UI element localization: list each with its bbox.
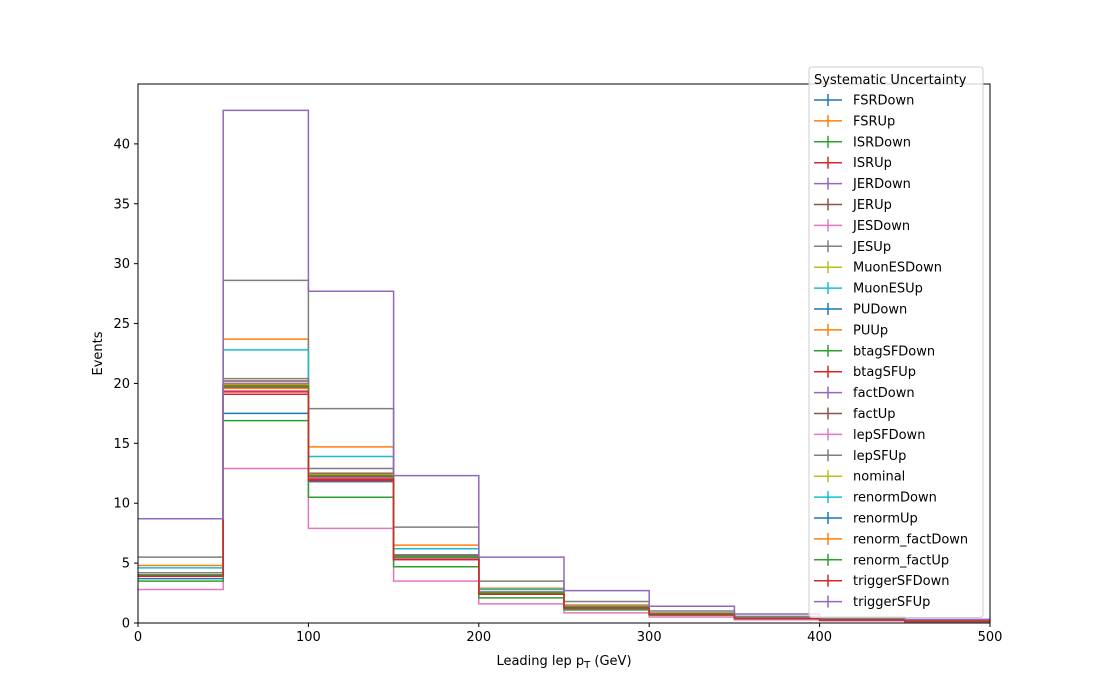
legend-label: MuonESDown	[853, 261, 942, 276]
legend-label: factDown	[853, 386, 915, 401]
x-tick-label: 300	[637, 630, 662, 645]
legend-label: lepSFUp	[853, 449, 906, 464]
legend-entry-triggerSFUp: triggerSFUp	[814, 595, 930, 610]
legend-label: triggerSFUp	[853, 595, 930, 610]
legend-label: JERUp	[852, 198, 892, 213]
legend-label: FSRDown	[853, 94, 914, 109]
legend-entry-lepSFDown: lepSFDown	[814, 428, 925, 443]
legend: Systematic Uncertainty FSRDown FSRUp ISRDow…	[808, 66, 984, 618]
series-layer	[138, 109, 990, 623]
legend-entry-renormUp: renormUp	[814, 512, 918, 527]
legend-entry-ISRUp: ISRUp	[814, 156, 892, 171]
legend-label: btagSFDown	[853, 344, 935, 359]
legend-label: lepSFDown	[853, 428, 925, 443]
legend-entry-PUDown: PUDown	[814, 303, 907, 318]
legend-entry-nominal: nominal	[814, 470, 905, 485]
legend-label: renorm_factDown	[853, 532, 968, 547]
legend-label: JESUp	[852, 240, 891, 255]
legend-label: renormDown	[853, 491, 937, 506]
y-axis-label: Events	[91, 331, 106, 375]
legend-label: PUUp	[853, 323, 888, 338]
legend-entry-MuonESUp: MuonESUp	[814, 282, 923, 297]
legend-entry-triggerSFDown: triggerSFDown	[814, 574, 949, 589]
legend-entry-JERUp: JERUp	[814, 198, 892, 213]
x-tick-label: 0	[134, 630, 142, 645]
legend-entry-btagSFDown: btagSFDown	[814, 344, 935, 359]
legend-entry-FSRUp: FSRUp	[814, 114, 895, 129]
legend-entry-factUp: factUp	[814, 407, 896, 422]
y-tick-label: 20	[113, 377, 130, 392]
legend-label: JESDown	[852, 219, 910, 234]
x-axis-label-subscript: T	[583, 660, 591, 671]
legend-entry-MuonESDown: MuonESDown	[814, 261, 942, 276]
y-tick-label: 25	[113, 317, 130, 332]
y-tick-label: 5	[122, 557, 130, 572]
x-axis-label-main: Leading lep p	[496, 654, 584, 669]
legend-entry-PUUp: PUUp	[814, 323, 888, 338]
legend-entry-renorm_factUp: renorm_factUp	[814, 553, 949, 568]
y-tick-label: 35	[113, 197, 130, 212]
legend-entry-renorm_factDown: renorm_factDown	[814, 532, 968, 547]
legend-title: Systematic Uncertainty	[814, 73, 967, 88]
legend-label: nominal	[853, 470, 905, 485]
x-tick-label: 500	[978, 630, 1003, 645]
legend-entry-FSRDown: FSRDown	[814, 94, 914, 109]
y-tick-label: 15	[113, 437, 130, 452]
legend-label: MuonESUp	[853, 282, 923, 297]
y-tick-label: 10	[113, 497, 130, 512]
legend-label: factUp	[853, 407, 896, 422]
legend-entry-lepSFUp: lepSFUp	[814, 449, 906, 464]
y-tick-label: 40	[113, 137, 130, 152]
legend-entry-renormDown: renormDown	[814, 491, 937, 506]
y-axis-ticks: 0 5 10 15 20 25 30 35 40	[113, 137, 138, 632]
x-tick-label: 100	[296, 630, 321, 645]
legend-label: JERDown	[852, 177, 911, 192]
y-tick-label: 0	[122, 617, 130, 632]
plot-frame	[137, 83, 991, 624]
x-tick-label: 400	[807, 630, 832, 645]
series-line-triggerSFDown	[138, 391, 990, 622]
legend-label: renorm_factUp	[853, 553, 949, 568]
legend-entry-JERDown: JERDown	[814, 177, 911, 192]
legend-label: btagSFUp	[853, 365, 916, 380]
x-tick-label: 200	[466, 630, 491, 645]
x-axis-label-unit: (GeV)	[590, 654, 631, 669]
legend-label: ISRDown	[853, 135, 911, 150]
legend-entry-btagSFUp: btagSFUp	[814, 365, 916, 380]
legend-label: triggerSFDown	[853, 574, 949, 589]
legend-label: PUDown	[853, 303, 907, 318]
legend-box	[808, 66, 984, 618]
legend-entry-ISRDown: ISRDown	[814, 135, 911, 150]
legend-entry-JESDown: JESDown	[814, 219, 910, 234]
x-axis-label: Leading lep pT (GeV)	[496, 654, 631, 671]
legend-label: renormUp	[853, 512, 918, 527]
legend-label: ISRUp	[853, 156, 892, 171]
legend-entry-factDown: factDown	[814, 386, 915, 401]
legend-entry-JESUp: JESUp	[814, 240, 891, 255]
y-tick-label: 30	[113, 257, 130, 272]
legend-label: FSRUp	[853, 114, 895, 129]
x-axis-ticks: 0 100 200 300 400 500	[134, 623, 1003, 645]
